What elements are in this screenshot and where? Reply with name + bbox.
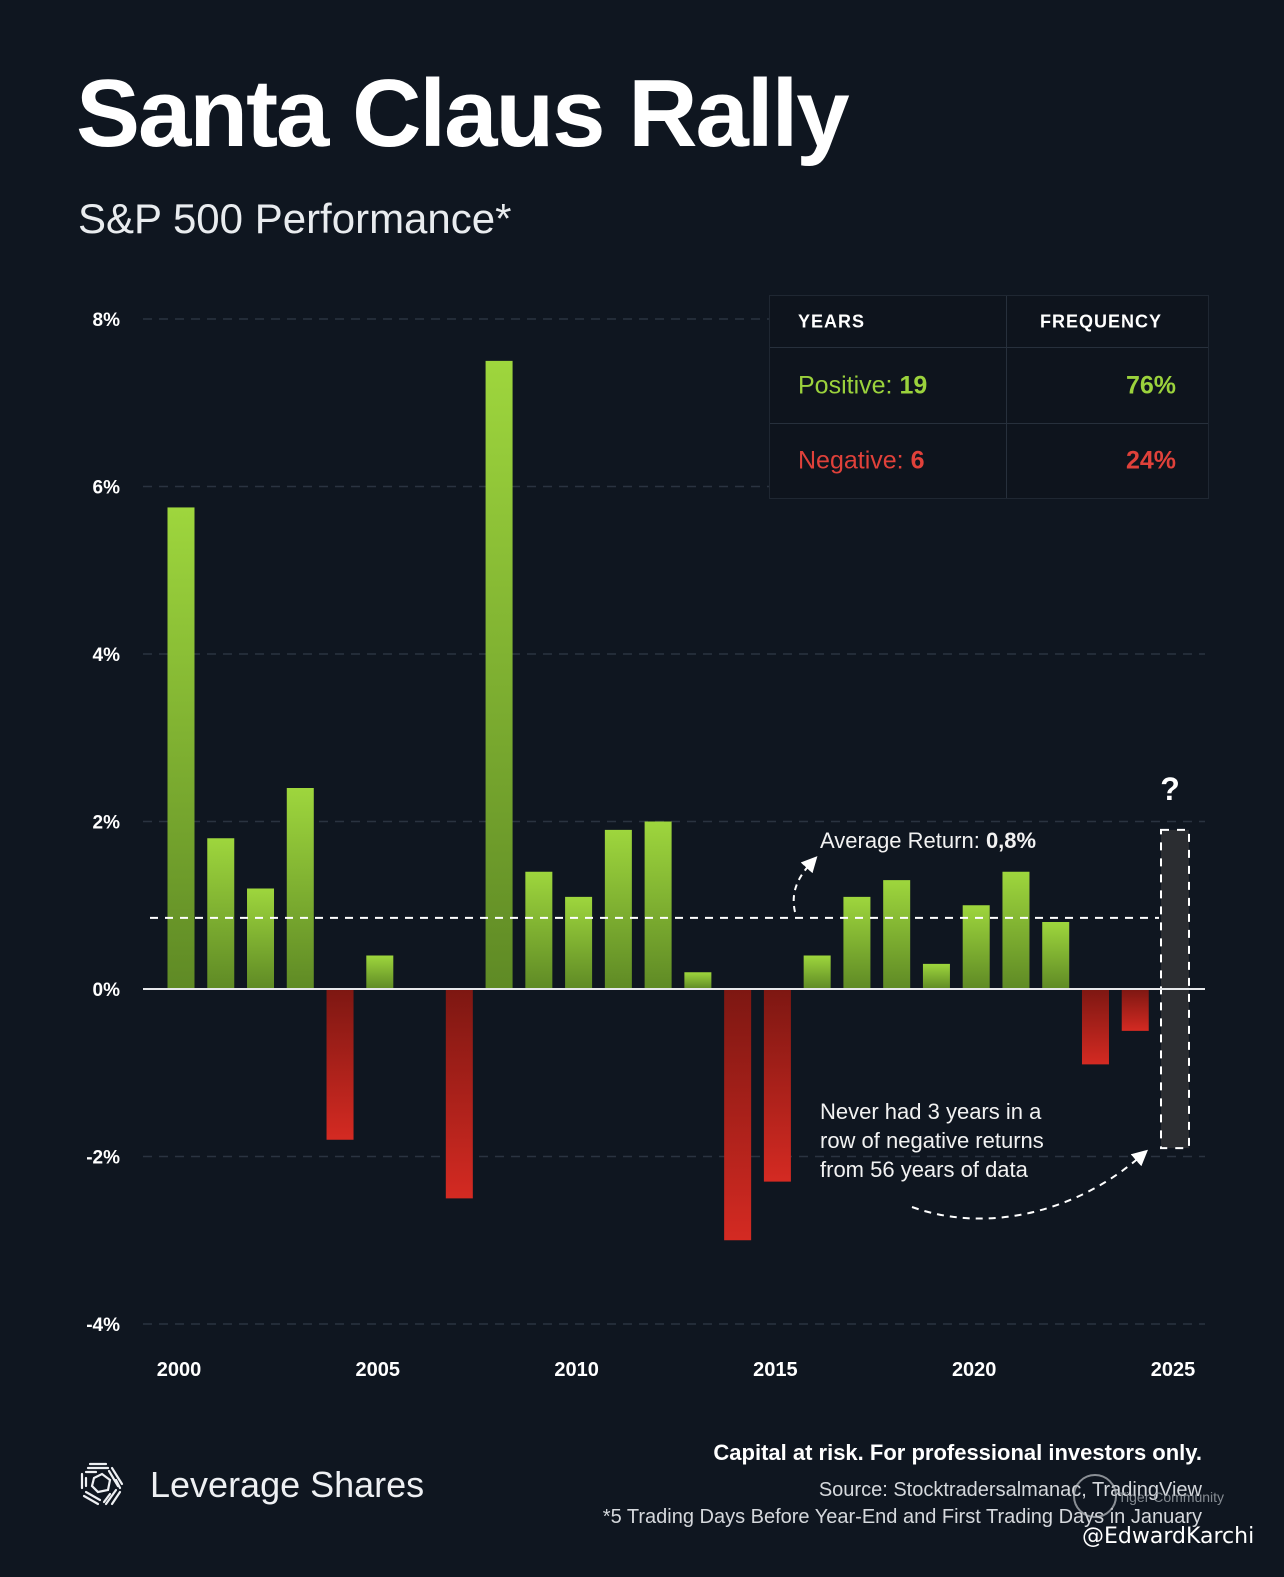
bar-2015	[763, 989, 791, 1182]
y-tick-label: 4%	[93, 645, 121, 666]
negative-label: Negative:	[798, 446, 904, 475]
y-tick-label: 6%	[93, 478, 121, 499]
positive-label-cell: Positive: 19	[798, 371, 927, 400]
bar-2012	[644, 821, 672, 989]
table-divider	[1006, 296, 1007, 498]
bar-2001	[207, 838, 235, 989]
header-frequency: FREQUENCY	[1039, 311, 1162, 331]
streak-annotation-line-2: row of negative returns	[820, 1128, 1044, 1153]
average-return-value: 0,8%	[986, 828, 1036, 853]
watermark-community: Tiger Community	[1118, 1489, 1225, 1505]
negative-count: 6	[910, 446, 925, 475]
x-axis-ticks: 2000 2005 2010 2015 2020 2025	[157, 1359, 1196, 1381]
watermark-handle: @EdwardKarchi	[1082, 1524, 1255, 1549]
x-tick-label: 2025	[1151, 1359, 1196, 1381]
negative-label-cell: Negative: 6	[798, 447, 924, 476]
positive-count: 19	[899, 371, 928, 399]
bar-2005	[366, 955, 394, 989]
average-arrow-icon	[792, 856, 818, 913]
bar-2003	[286, 788, 314, 989]
x-tick-label: 2005	[356, 1359, 401, 1381]
leverage-shares-logo-icon	[80, 1462, 124, 1506]
streak-arrow-icon	[911, 1149, 1148, 1220]
y-tick-label: -4%	[86, 1315, 120, 1336]
tiger-watermark-icon	[1073, 1474, 1117, 1518]
frequency-table: YEARS FREQUENCY Positive: 19 76% Negativ…	[769, 295, 1209, 499]
bar-2021	[1002, 871, 1030, 989]
table-header-row: YEARS FREQUENCY	[770, 296, 1208, 348]
footnote: *5 Trading Days Before Year-End and Firs…	[602, 1506, 1202, 1528]
bar-2008	[485, 360, 513, 989]
bar-2002	[247, 888, 275, 989]
x-tick-label: 2000	[157, 1359, 202, 1381]
streak-annotation-line-1: Never had 3 years in a	[820, 1099, 1042, 1124]
negative-frequency: 24%	[1125, 446, 1176, 475]
bar-2007	[445, 989, 473, 1199]
bar-2004	[326, 989, 354, 1140]
bar-2009	[525, 871, 553, 989]
x-tick-label: 2015	[753, 1359, 798, 1381]
brand-name: Leverage Shares	[150, 1464, 425, 1505]
x-tick-label: 2020	[952, 1359, 997, 1381]
bar-2016	[803, 955, 831, 989]
positive-frequency: 76%	[1125, 371, 1176, 399]
streak-annotation-line-3: from 56 years of data	[820, 1157, 1029, 1182]
grid-lines	[143, 318, 1205, 1325]
bars: ?	[143, 360, 1205, 1241]
bar-2023	[1081, 989, 1109, 1065]
y-tick-label: 8%	[93, 310, 121, 331]
bar-2020	[962, 905, 990, 989]
table-row-negative: Negative: 6 24%	[770, 424, 1208, 498]
chart-title: Santa Claus Rally	[76, 60, 850, 167]
bar-2018	[883, 880, 911, 989]
annotations: Average Return: 0,8% Never had 3 years i…	[792, 828, 1148, 1220]
bar-2014	[724, 989, 752, 1241]
bar-2011	[604, 829, 632, 989]
bar-2024	[1121, 989, 1149, 1031]
y-tick-label: 2%	[93, 813, 121, 834]
bar-chart: 8%6%4%2%0%-2%-4% ? 2000 2005 2010 2015 2020 2…	[86, 310, 1205, 1381]
y-tick-label: -2%	[86, 1148, 120, 1169]
y-tick-label: 0%	[93, 980, 121, 1001]
table-row-positive: Positive: 19 76%	[770, 348, 1208, 424]
chart-subtitle: S&P 500 Performance*	[78, 195, 512, 242]
bar-2013	[684, 972, 712, 989]
bar-2019	[922, 963, 950, 989]
header-years: YEARS	[798, 311, 866, 331]
bar-2017	[843, 896, 871, 989]
average-return-annotation: Average Return: 0,8%	[820, 828, 1036, 853]
pending-question-mark: ?	[1160, 771, 1180, 807]
bar-2010	[565, 896, 593, 989]
x-tick-label: 2010	[554, 1359, 599, 1381]
positive-label: Positive:	[798, 371, 893, 399]
risk-disclaimer: Capital at risk. For professional invest…	[713, 1440, 1202, 1465]
y-axis-ticks: 8% 6% 4% 2% 0% -2% -4%	[86, 310, 120, 1336]
average-return-label: Average Return:	[820, 828, 980, 853]
bar-2000	[167, 507, 195, 989]
bar-2022	[1042, 922, 1070, 989]
